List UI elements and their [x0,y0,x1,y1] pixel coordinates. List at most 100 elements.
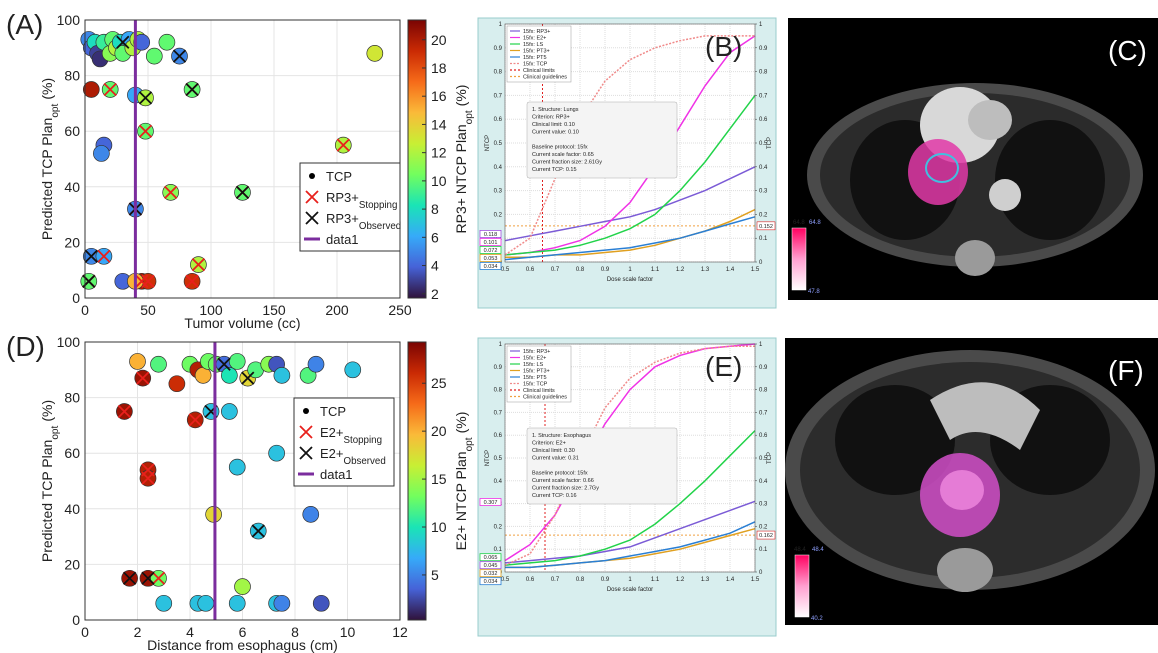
series-line [504,94,756,256]
y2-tick-label: 0.9 [759,46,768,52]
data-point [273,594,291,612]
colorbar [407,19,427,299]
cross-marker [185,82,199,97]
x-tick-label: 0.8 [576,577,585,583]
colorbar-tick-label: 4 [431,258,439,274]
x-tick-label: 0.5 [501,267,510,273]
data-point [168,375,186,393]
plot-frame [504,343,756,573]
y2-tick-label: 0.4 [759,165,768,171]
y-axis-label-suffix: (%) [39,78,55,100]
colorbar-label-suffix: (%) [453,412,469,434]
legend-label: TCP [326,169,352,184]
y-tick-label: 0.5 [494,141,503,147]
cross-marker [235,185,250,199]
legend-label: 15fx: TCP [523,382,548,388]
y2-tick-label: 0.5 [759,456,768,462]
annotation-line: Current fraction size: 2.61Gy [532,160,602,166]
legend-label: 15fx: E2+ [523,356,546,362]
legend-box [299,162,401,252]
cross-marker [185,274,199,288]
value-tag [479,238,502,246]
y2-tick-label: 0.7 [759,93,768,99]
legend-name: RP3+ [326,190,359,205]
legend-label: 15fx: PT5 [523,55,547,61]
y2-axis-label: TCP [767,137,773,149]
cross-marker [103,82,117,97]
y-axis-label: Predicted TCP Planopt (%) [39,400,61,562]
y-tick-label: 40 [64,501,80,517]
data-point [234,578,251,595]
y-tick-label: 0.2 [494,212,503,218]
x-tick-label: 1 [628,577,632,583]
y-tick-label: 1 [499,342,503,348]
x-axis-label: Dose scale factor [607,587,653,593]
value-tag-label: 0.034 [484,579,498,585]
x-tick-label: 0.6 [526,577,535,583]
scale-min: 47.8 [808,289,820,295]
y-tick-label: 0 [72,612,80,628]
annotation-line: Baseline protocol: 15fx [532,471,588,477]
value-tag-label: 0.065 [484,555,498,561]
colorbar-label-subscript: opt [464,437,475,451]
legend-name: data1 [320,467,353,482]
annotation-line: Baseline protocol: 15fx [532,145,588,151]
cross-marker [241,371,255,385]
panel-label: (B) [705,31,742,62]
value-tag-label: 0.053 [484,256,498,262]
y-tick-label: 0.9 [494,46,503,52]
value-tag [479,569,502,578]
legend-subscript: Stopping [359,200,398,211]
annotation-line: Current TCP: 0.16 [532,493,577,499]
x-tick-label: 0.8 [576,267,585,273]
scale-min: 40.2 [811,616,823,622]
y2-tick-label: 0.8 [759,70,768,76]
y-tick-label: 20 [64,234,80,250]
y-tick-label: 0.4 [494,479,503,485]
x-axis-label-text: Tumor volume (cc) [184,315,300,331]
x-tick-label: 4 [186,624,194,640]
cross-marker [138,124,153,138]
legend-name: TCP [320,404,346,419]
data-point [93,145,110,162]
panel-label: (A) [6,9,43,40]
colorbar-tick-label: 14 [431,116,447,132]
plot-frame [84,341,401,621]
colorbar-tick-label: 12 [431,145,447,161]
y-tick-label: 1 [499,22,503,28]
series-line [504,500,756,564]
legend-label: 15fx: LS [523,42,544,48]
value-tag [479,230,502,238]
x-tick-label: 1.4 [726,577,735,583]
cross-marker [251,524,265,538]
cross-marker [117,404,132,419]
guideline-tag [756,221,776,231]
cross-marker [188,413,202,427]
cross-marker [141,471,155,485]
x-tick-label: 0.7 [551,577,560,583]
y-tick-label: 60 [64,123,80,139]
data-point [302,506,320,523]
cross-marker [151,571,166,585]
x-tick-label: 1 [628,267,632,273]
legend-box [506,345,572,403]
cross-marker [217,357,231,371]
annotation-box [526,427,678,505]
x-tick-label: 0.9 [601,267,610,273]
y-tick-label: 100 [57,12,81,28]
y2-tick-label: 0.9 [759,365,768,371]
value-tag [479,498,502,506]
annotation-line: 1. Structure: Lungs [532,107,579,113]
cross-marker [172,49,187,63]
data-point [133,33,151,51]
y-tick-label: 0.8 [494,70,503,76]
data-point [273,367,291,384]
x-tick-label: 0.7 [551,267,560,273]
annotation-line: Clinical limit: 0.10 [532,122,575,128]
legend-label: 15fx: LS [523,362,544,368]
x-tick-label: 0 [81,624,89,640]
cross-marker [122,571,137,585]
value-tag-label: 0.118 [484,232,497,238]
legend-symbol [299,425,313,439]
colorbar-label-text: RP3+ NTCP Plan [453,124,469,233]
